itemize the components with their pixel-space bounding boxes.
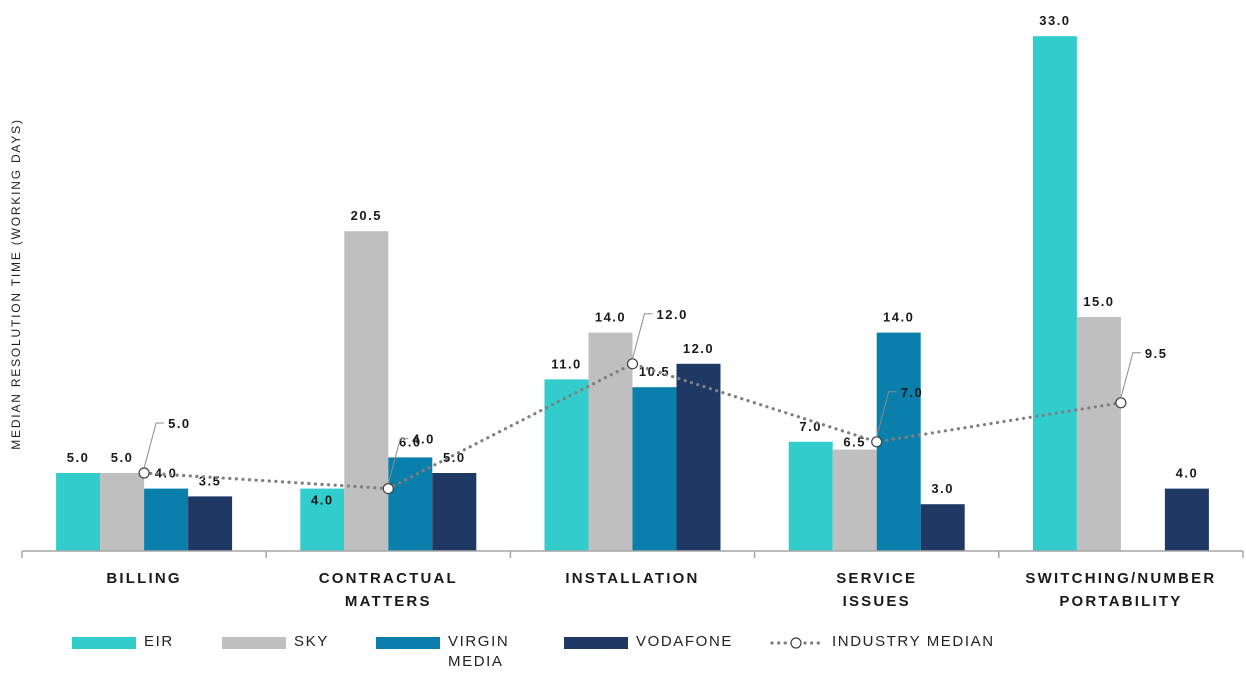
x-tick-label: INSTALLATION — [565, 570, 699, 587]
bar-value-label: 12.0 — [683, 341, 714, 356]
median-callout-line — [1120, 352, 1141, 398]
median-value-label: 4.0 — [412, 432, 435, 447]
legend: EIR SKY VIRGIN MEDIA VODAFONE INDUSTRY MEDIAN — [0, 632, 1246, 676]
legend-swatch — [564, 637, 628, 649]
median-value-label: 9.5 — [1145, 346, 1168, 361]
median-callout-line — [632, 313, 653, 359]
bar-virgin-media — [388, 457, 433, 551]
legend-median-symbol — [770, 637, 822, 649]
bar-value-label: 4.0 — [1176, 466, 1199, 481]
bar-vodafone — [920, 504, 965, 551]
bar-value-label: 11.0 — [551, 356, 582, 371]
bar-sky — [588, 332, 633, 551]
legend-item: SKY — [222, 632, 329, 652]
median-value-label: 5.0 — [168, 416, 191, 431]
bar-value-label: 3.0 — [931, 481, 954, 496]
median-marker — [626, 358, 639, 370]
bar-vodafone — [676, 363, 721, 551]
bar-value-label: 15.0 — [1083, 294, 1114, 309]
median-marker — [382, 483, 394, 495]
bar-sky — [100, 473, 145, 551]
legend-label: VIRGIN MEDIA — [448, 633, 510, 670]
bar-sky — [344, 231, 389, 551]
legend-item: VODAFONE — [564, 632, 733, 652]
x-tick-label: MATTERS — [345, 593, 432, 610]
bar-eir — [300, 488, 345, 551]
bar-vodafone — [1164, 488, 1209, 551]
bar-value-label: 14.0 — [595, 310, 626, 325]
bar-sky — [1076, 317, 1121, 551]
bar-eir — [1032, 36, 1077, 551]
bar-value-label: 5.0 — [111, 450, 134, 465]
bar-value-label: 33.0 — [1039, 13, 1070, 28]
bar-value-label: 7.0 — [799, 419, 822, 434]
legend-item: INDUSTRY MEDIAN — [768, 632, 995, 654]
legend-swatch — [376, 637, 440, 649]
median-value-label: 12.0 — [657, 307, 688, 322]
chart: BILLING CONTRACTUAL MATTERS INSTALLATION SER… — [21, 13, 1244, 610]
median-marker — [871, 436, 883, 448]
legend-label: SKY — [294, 633, 329, 650]
bar-virgin-media — [876, 332, 921, 551]
median-marker — [1115, 397, 1127, 409]
x-tick-label: ISSUES — [843, 593, 911, 610]
bar-eir — [56, 473, 101, 551]
y-axis-title: MEDIAN RESOLUTION TIME (WORKING DAYS) — [8, 20, 24, 548]
bar-value-label: 5.0 — [67, 450, 90, 465]
x-tick-label: BILLING — [106, 570, 181, 587]
median-callout-line — [876, 391, 897, 437]
bar-value-label: 14.0 — [883, 310, 914, 325]
bar-virgin-media — [144, 488, 189, 551]
legend-item: VIRGIN MEDIA — [376, 632, 509, 672]
median-line — [142, 362, 1123, 491]
legend-label: INDUSTRY MEDIAN — [832, 633, 995, 650]
legend-label: VODAFONE — [636, 633, 733, 650]
x-tick-label: SERVICE — [836, 570, 917, 587]
bar-eir — [544, 379, 589, 551]
bar-value-label: 4.0 — [155, 466, 178, 481]
bar-value-label: 4.0 — [311, 493, 334, 508]
legend-swatch — [72, 637, 136, 649]
median-value-label: 7.0 — [901, 385, 924, 400]
median-callout-line — [387, 438, 409, 484]
median-callout-line — [143, 422, 165, 469]
bar-virgin-media — [632, 387, 677, 551]
x-tick-label: SWITCHING/NUMBER — [1025, 570, 1216, 587]
x-tick-label: CONTRACTUAL — [319, 570, 458, 587]
legend-label: EIR — [144, 633, 174, 650]
bar-eir — [788, 441, 833, 551]
median-marker — [138, 467, 150, 479]
bar-vodafone — [432, 473, 477, 551]
bar-value-label: 20.5 — [351, 208, 382, 223]
bar-vodafone — [188, 496, 233, 551]
y-axis-title-text: MEDIAN RESOLUTION TIME (WORKING DAYS) — [9, 118, 23, 450]
legend-item: EIR — [72, 632, 174, 652]
bar-value-label: 6.5 — [843, 435, 866, 450]
legend-swatch — [222, 637, 286, 649]
x-tick-label: PORTABILITY — [1059, 593, 1182, 610]
bar-sky — [832, 449, 877, 551]
